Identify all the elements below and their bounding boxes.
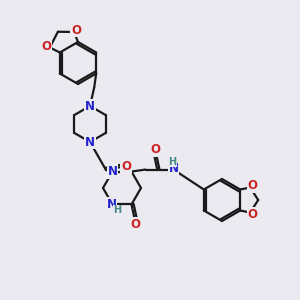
Text: O: O: [247, 208, 257, 221]
Text: N: N: [85, 136, 95, 148]
Text: H: H: [113, 206, 122, 215]
Text: N: N: [107, 165, 118, 178]
Text: O: O: [247, 179, 257, 192]
Text: O: O: [71, 23, 81, 37]
Text: O: O: [130, 218, 140, 231]
Text: N: N: [85, 100, 95, 112]
Text: N: N: [169, 162, 178, 175]
Text: O: O: [42, 40, 52, 53]
Text: N: N: [106, 198, 116, 211]
Text: O: O: [121, 160, 131, 173]
Text: H: H: [168, 157, 177, 166]
Text: O: O: [151, 143, 160, 156]
